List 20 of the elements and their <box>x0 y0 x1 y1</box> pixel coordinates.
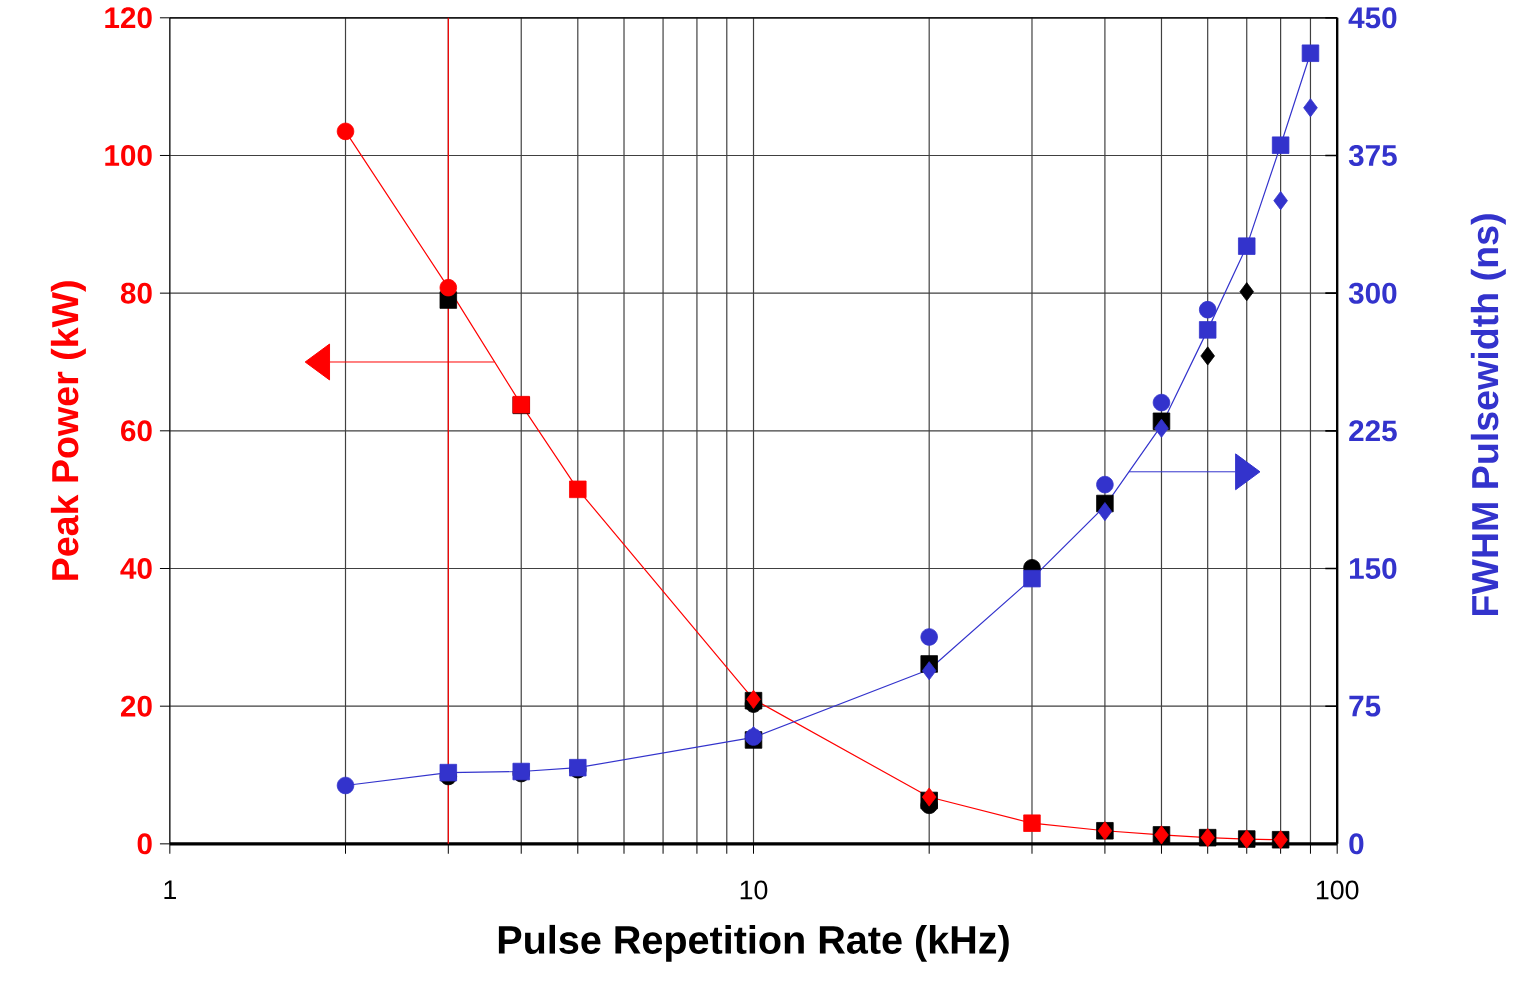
y-tick-label: 60 <box>121 420 152 442</box>
y2-tick-label: 150 <box>1350 557 1397 579</box>
y-tick-label: 80 <box>120 282 152 304</box>
y2-tick-label: 450 <box>1348 7 1397 29</box>
y-tick-label: 120 <box>105 7 152 29</box>
y2-tick-label: 0 <box>1349 833 1364 855</box>
y-axis-title: Peak Power (kW) <box>50 281 86 580</box>
x-tick-label: 10 <box>740 880 768 900</box>
y-tick-label: 20 <box>120 695 152 717</box>
y2-tick-label: 375 <box>1348 144 1397 166</box>
y2-tick-label: 225 <box>1349 420 1397 442</box>
x-axis-title: Pulse Repetition Rate (kHz) <box>498 924 1009 962</box>
y-tick-label: 100 <box>105 144 152 166</box>
y-tick-label: 40 <box>120 557 152 579</box>
y-tick-label: 0 <box>137 833 152 855</box>
x-tick-label: 1 <box>164 880 176 899</box>
y2-tick-label: 75 <box>1349 695 1381 717</box>
x-tick-label: 100 <box>1316 880 1359 900</box>
y2-axis-title: FWHM Pulsewidth (ns) <box>1470 214 1506 615</box>
y2-tick-label: 300 <box>1348 282 1397 304</box>
